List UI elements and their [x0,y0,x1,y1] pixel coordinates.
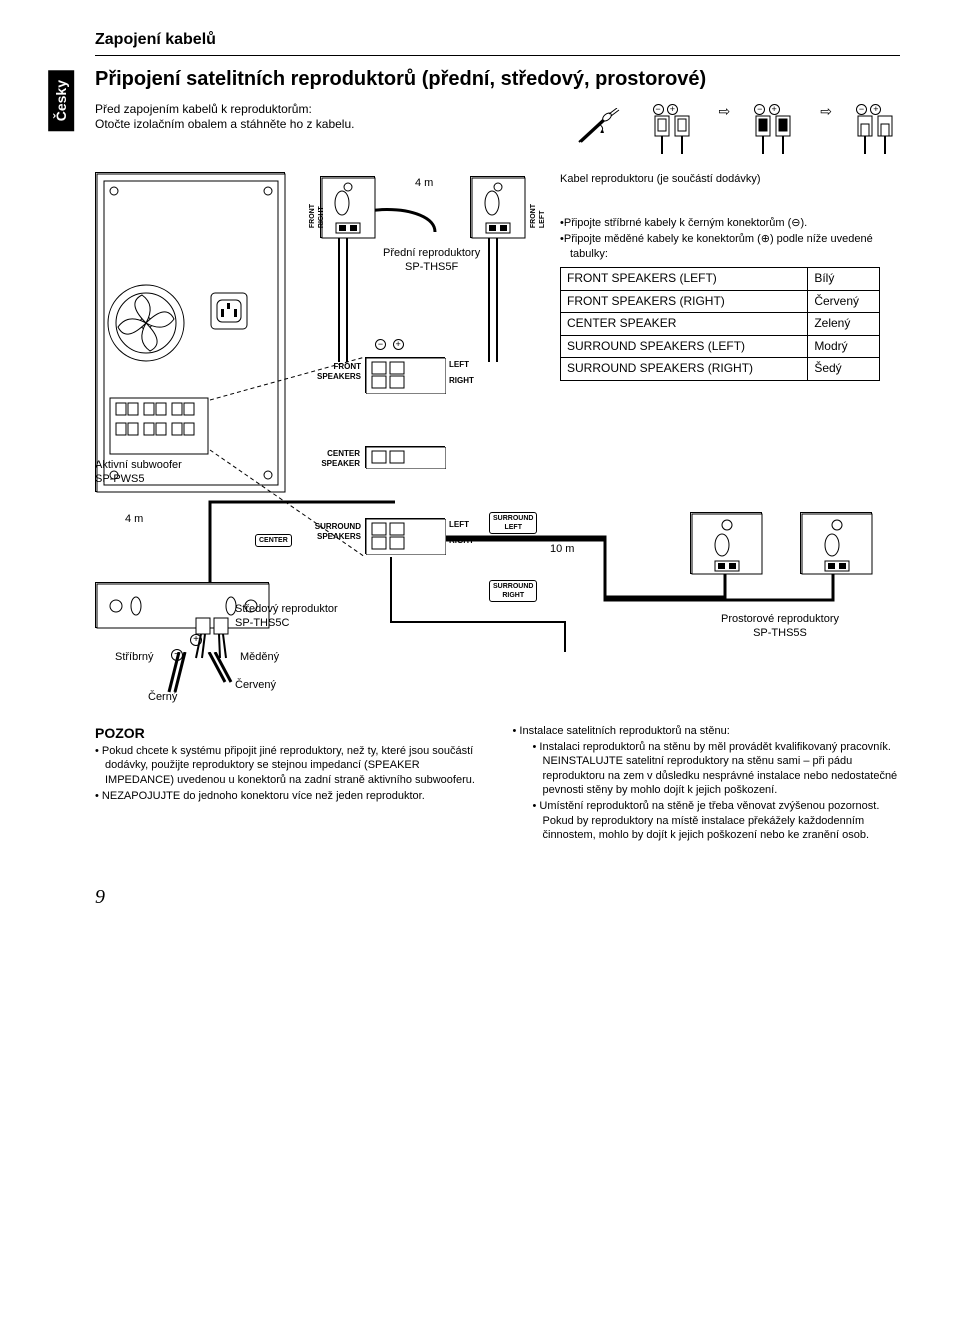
strip-cable-icon-row: − + ⇨ − + [575,102,900,152]
port-label: LEFT [449,520,469,530]
terminal-mini-icon: − + [651,102,697,152]
length-sub: 4 m [125,512,143,526]
terminal-block-icon [366,447,446,469]
port-label: RIGHT [449,536,474,546]
cable-note: Kabel reproduktoru (je součástí dodávky) [560,172,900,186]
wiring-diagram: 4 m FRONTRIGHT FRONTLEFT Přední reproduk… [95,162,900,702]
terminal-mini-icon: − + [752,102,798,152]
terminal-mini-icon: − + [854,102,900,152]
port-label: FRONTSPEAKERS [317,362,361,383]
subwoofer-icon [96,173,286,493]
pozor-heading: POZOR [95,724,483,742]
list-item: Umístění reproduktorů na stěně je třeba … [523,799,901,842]
table-cell: Zelený [808,313,880,336]
language-tab: Česky [48,70,74,131]
arrow-icon: ⇨ [820,102,832,152]
front-speaker-icon [471,177,526,239]
front-speakers-label: Přední reproduktory SP-THS5F [383,246,480,275]
pozor-list-left: Pokud chcete k systému připojit jiné rep… [95,744,483,803]
list-item: Instalace satelitních reproduktorů na st… [513,724,901,842]
table-cell: Šedý [808,358,880,381]
connect-note-1: •Připojte stříbrné kabely k černým konek… [560,216,900,230]
list-item: Instalaci reproduktorů na stěnu by měl p… [523,740,901,797]
surround-speaker-icon [691,513,763,575]
terminal-block-icon [366,519,446,555]
page-number: 9 [95,884,900,910]
table-cell: FRONT SPEAKERS (RIGHT) [561,290,808,313]
port-label: SURROUNDSPEAKERS [311,522,361,543]
intro-line-1: Před zapojením kabelů k reproduktorům: [95,102,525,118]
port-label: FRONTRIGHT [308,204,326,228]
surround-speaker-icon [801,513,873,575]
list-item: Pokud chcete k systému připojit jiné rep… [95,744,483,787]
color-table: FRONT SPEAKERS (LEFT)BílýFRONT SPEAKERS … [560,267,880,381]
strip-cable-icon [575,108,623,146]
table-cell: Modrý [808,335,880,358]
table-cell: Červený [808,290,880,313]
port-label: FRONTLEFT [529,204,547,228]
divider [95,55,900,56]
subwoofer-label: Aktivní subwoofer SP-PWS5 [95,458,182,487]
pozor-list-right: Instalace satelitních reproduktorů na st… [513,724,901,842]
length-surround: 10 m [550,542,574,556]
terminal-block-icon [366,358,446,394]
table-cell: FRONT SPEAKERS (LEFT) [561,267,808,290]
surround-speakers-label: Prostorové reproduktory SP-THS5S [695,612,865,641]
port-label: RIGHT [449,376,474,386]
table-cell: CENTER SPEAKER [561,313,808,336]
section-title: Zapojení kabelů [95,30,900,51]
port-tag: SURROUNDRIGHT [489,580,537,602]
front-speaker-icon [321,177,376,239]
port-label: LEFT [449,360,469,370]
length-front: 4 m [415,176,433,190]
port-tag: CENTER [255,534,292,547]
list-item: NEZAPOJUJTE do jednoho konektoru více ne… [95,789,483,803]
arrow-icon: ⇨ [719,102,731,152]
legend-silver: Stříbrný [115,650,154,664]
center-speaker-label: Středový reproduktor SP-THS5C [235,602,338,631]
port-label: CENTERSPEAKER [320,449,360,470]
table-cell: SURROUND SPEAKERS (LEFT) [561,335,808,358]
connect-note-2: •Připojte měděné kabely ke konektorům (⊕… [560,232,900,261]
intro-line-2: Otočte izolačním obalem a stáhněte ho z … [95,117,525,133]
table-cell: SURROUND SPEAKERS (RIGHT) [561,358,808,381]
page-title: Připojení satelitních reproduktorů (před… [95,66,900,92]
port-tag: SURROUNDLEFT [489,512,537,534]
table-cell: Bílý [808,267,880,290]
